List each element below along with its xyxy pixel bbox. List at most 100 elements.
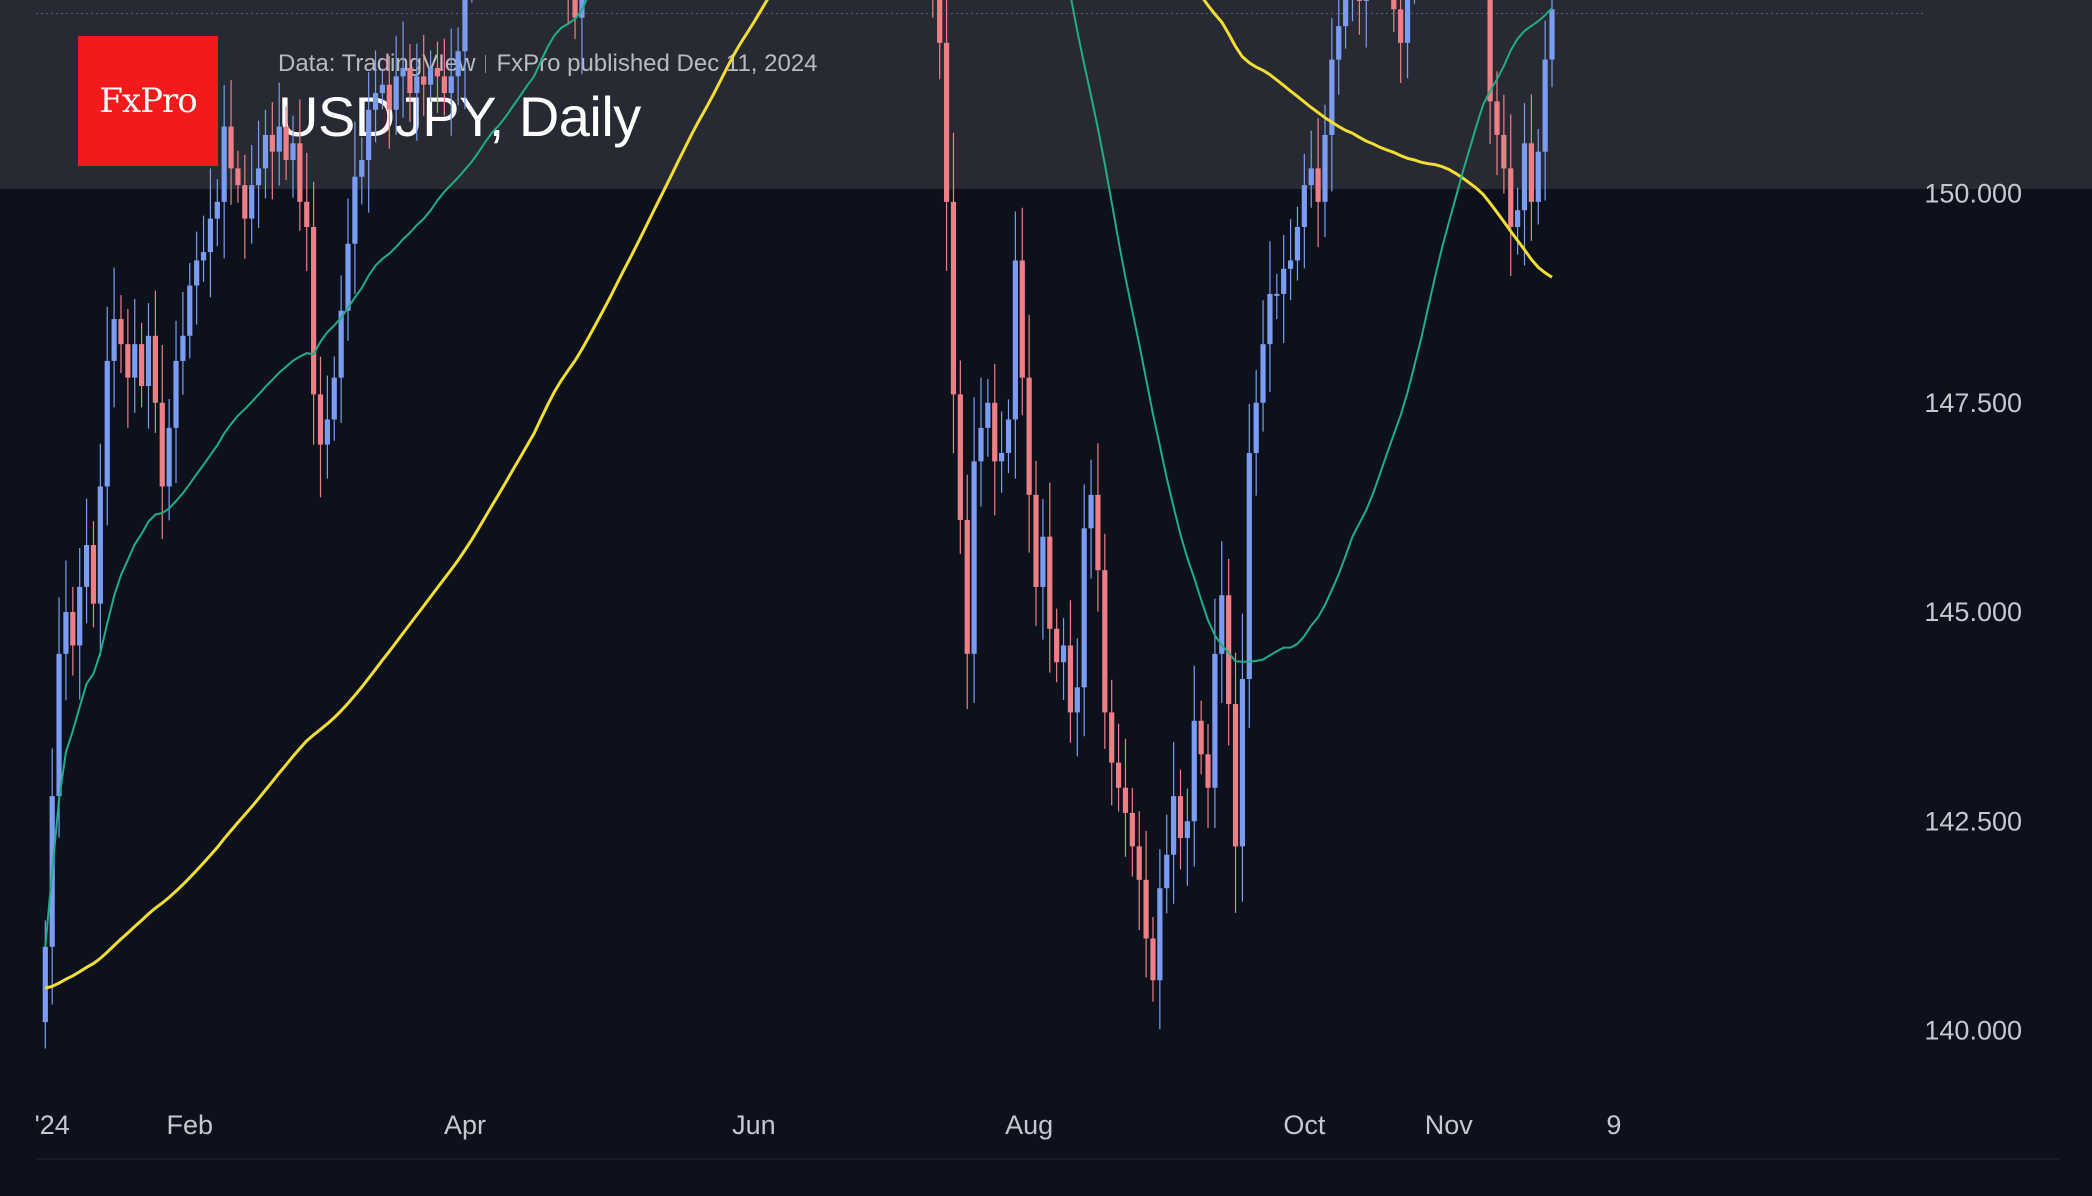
candle-body	[386, 84, 392, 110]
candle-body	[255, 168, 262, 186]
candle	[441, 38, 447, 116]
candle-body	[1019, 260, 1025, 378]
candle	[1088, 459, 1094, 579]
candle	[1351, 0, 1354, 22]
ma-slow-line	[44, 0, 1553, 990]
candle	[1129, 787, 1135, 877]
candle	[1033, 460, 1039, 626]
candle	[1012, 211, 1018, 479]
candle-body	[1329, 59, 1335, 135]
ma-fast-line	[44, 0, 1553, 947]
candle-body	[366, 109, 372, 161]
candle	[1404, 0, 1411, 78]
candle-body	[1143, 879, 1149, 939]
x-tick-label: 9	[1606, 1110, 1621, 1140]
candle-body	[1074, 687, 1080, 713]
candle	[1521, 103, 1528, 266]
candle-body	[118, 319, 124, 345]
candle-body	[434, 67, 441, 77]
candle	[462, 0, 468, 109]
candle	[1487, 0, 1493, 145]
candle	[1074, 638, 1080, 757]
candle-body	[992, 402, 998, 462]
candle-body	[1508, 168, 1514, 227]
candle-body	[448, 76, 454, 94]
candle	[1102, 533, 1108, 749]
candle	[255, 120, 262, 228]
candle	[1005, 399, 1012, 474]
candle-body	[297, 143, 303, 202]
candle-body	[317, 394, 324, 445]
candle	[1260, 300, 1266, 432]
candle-body	[194, 260, 200, 286]
logo-text: FxPro	[99, 81, 197, 121]
candle-body	[957, 394, 963, 520]
candle	[77, 547, 83, 700]
candle	[173, 320, 179, 484]
candle-body	[1088, 494, 1094, 529]
chart-title: USDJPY, Daily	[278, 85, 641, 148]
candle	[1122, 738, 1129, 857]
candle-body	[83, 545, 90, 587]
candle-body	[379, 84, 386, 94]
candle-body	[77, 586, 83, 646]
candle-body	[97, 486, 103, 604]
candle	[118, 295, 124, 374]
candle	[269, 102, 275, 200]
candle-body	[1205, 754, 1211, 788]
candle	[1542, 20, 1548, 201]
candle-body	[1184, 821, 1190, 838]
candle-body	[1040, 536, 1046, 587]
candle-body	[242, 185, 248, 219]
candle	[407, 44, 413, 122]
chart-meta: Data: TradingVIew FxPro published Dec 11…	[278, 50, 818, 78]
candle	[1081, 484, 1087, 737]
x-tick-label: Jun	[732, 1110, 776, 1140]
candle-body	[1054, 628, 1060, 663]
candle-body	[1343, 0, 1349, 27]
candle	[180, 291, 186, 395]
candle	[1391, 0, 1397, 32]
candle-body	[1398, 9, 1404, 43]
candle-body	[324, 419, 330, 445]
candle-body	[427, 67, 434, 85]
candle	[235, 150, 241, 203]
candle	[1281, 234, 1287, 343]
candle	[187, 262, 193, 359]
candle-body	[221, 126, 227, 202]
candle	[1164, 814, 1170, 914]
candle	[1067, 600, 1074, 743]
candle-body	[187, 285, 193, 336]
candle	[63, 560, 69, 701]
candle	[345, 198, 351, 341]
candle-body	[283, 126, 289, 161]
candle	[1136, 811, 1142, 931]
candle-body	[152, 335, 158, 403]
candle-body	[1067, 645, 1074, 713]
candle-body	[111, 319, 117, 361]
candle-body	[1122, 787, 1129, 813]
candle-body	[1308, 168, 1314, 186]
candle	[1315, 118, 1321, 248]
candle	[366, 72, 372, 213]
candle-body	[1501, 134, 1507, 169]
candle-body	[1253, 402, 1259, 453]
candle-body	[180, 335, 186, 361]
candle	[400, 21, 406, 118]
candle	[1322, 104, 1328, 238]
candle	[1329, 18, 1335, 192]
candle-body	[104, 360, 110, 487]
candle	[338, 275, 344, 423]
candle	[1232, 652, 1239, 913]
candle	[1219, 541, 1225, 703]
candle	[324, 375, 330, 479]
y-tick-label: 142.500	[1924, 806, 2022, 836]
candle-body	[964, 519, 970, 654]
candle	[166, 398, 172, 521]
candle	[1356, 0, 1362, 35]
meta-divider	[485, 55, 487, 73]
candle-body	[1198, 720, 1204, 755]
candle	[1398, 0, 1404, 84]
candle-body	[1115, 762, 1122, 788]
candle-body	[407, 67, 413, 94]
